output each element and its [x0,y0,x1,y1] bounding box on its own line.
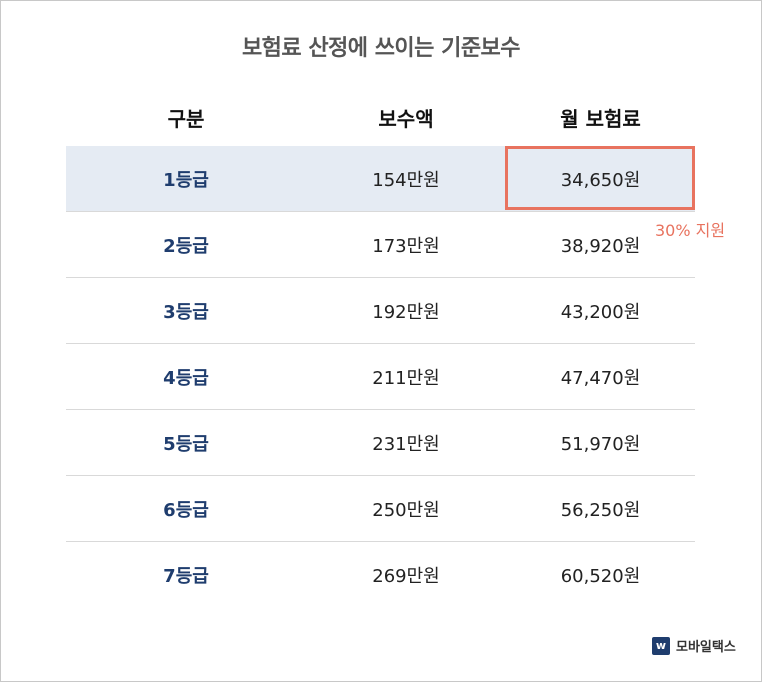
pay-cell: 231만원 [372,433,440,455]
brand-name: 모바일택스 [676,640,736,655]
pay-cell: 250만원 [372,499,440,521]
pay-cell: 154만원 [372,169,440,191]
pay-cell: 192만원 [372,301,440,323]
header-pay: 보수액 [378,106,434,131]
brand-watermark: w 모바일택스 [652,636,736,655]
table-row: 3등급 192만원 43,200원 [66,278,695,344]
grade-cell: 5등급 [163,433,209,455]
table-row: 6등급 250만원 56,250원 [66,476,695,542]
premium-cell: 56,250원 [560,499,641,521]
premium-cell: 47,470원 [560,367,641,389]
grade-cell: 1등급 [163,169,209,191]
brand-logo-icon: w [652,636,670,655]
table-row: 5등급 231만원 51,970원 [66,410,695,476]
pay-cell: 173만원 [372,235,440,257]
pay-cell: 211만원 [372,367,440,389]
table-header-row: 구분 보수액 월 보험료 [66,88,695,146]
grade-cell: 6등급 [163,499,209,521]
grade-cell: 2등급 [163,235,209,257]
table-row: 7등급 269만원 60,520원 [66,542,695,608]
grade-cell: 3등급 [163,301,209,323]
premium-cell: 34,650원 [560,169,641,191]
premium-highlight-box [505,146,695,210]
header-category: 구분 [167,106,205,131]
premium-cell: 43,200원 [560,301,641,323]
support-annotation: 30% 지원 [655,221,726,240]
grade-cell: 7등급 [163,566,209,587]
table-row: 2등급 173만원 38,920원 [66,212,695,278]
table-row: 1등급 154만원 34,650원 [66,146,695,212]
grade-cell: 4등급 [163,367,209,389]
premium-cell: 51,970원 [560,433,641,455]
premium-cell: 38,920원 [560,235,641,257]
header-premium: 월 보험료 [560,106,641,131]
premium-table: 구분 보수액 월 보험료 1등급 154만원 34,650원 2등급 173만원… [66,88,695,608]
table-row: 4등급 211만원 47,470원 [66,344,695,410]
pay-cell: 269만원 [372,566,440,587]
page-title: 보험료 산정에 쓰이는 기준보수 [241,36,521,61]
premium-cell: 60,520원 [560,566,641,587]
